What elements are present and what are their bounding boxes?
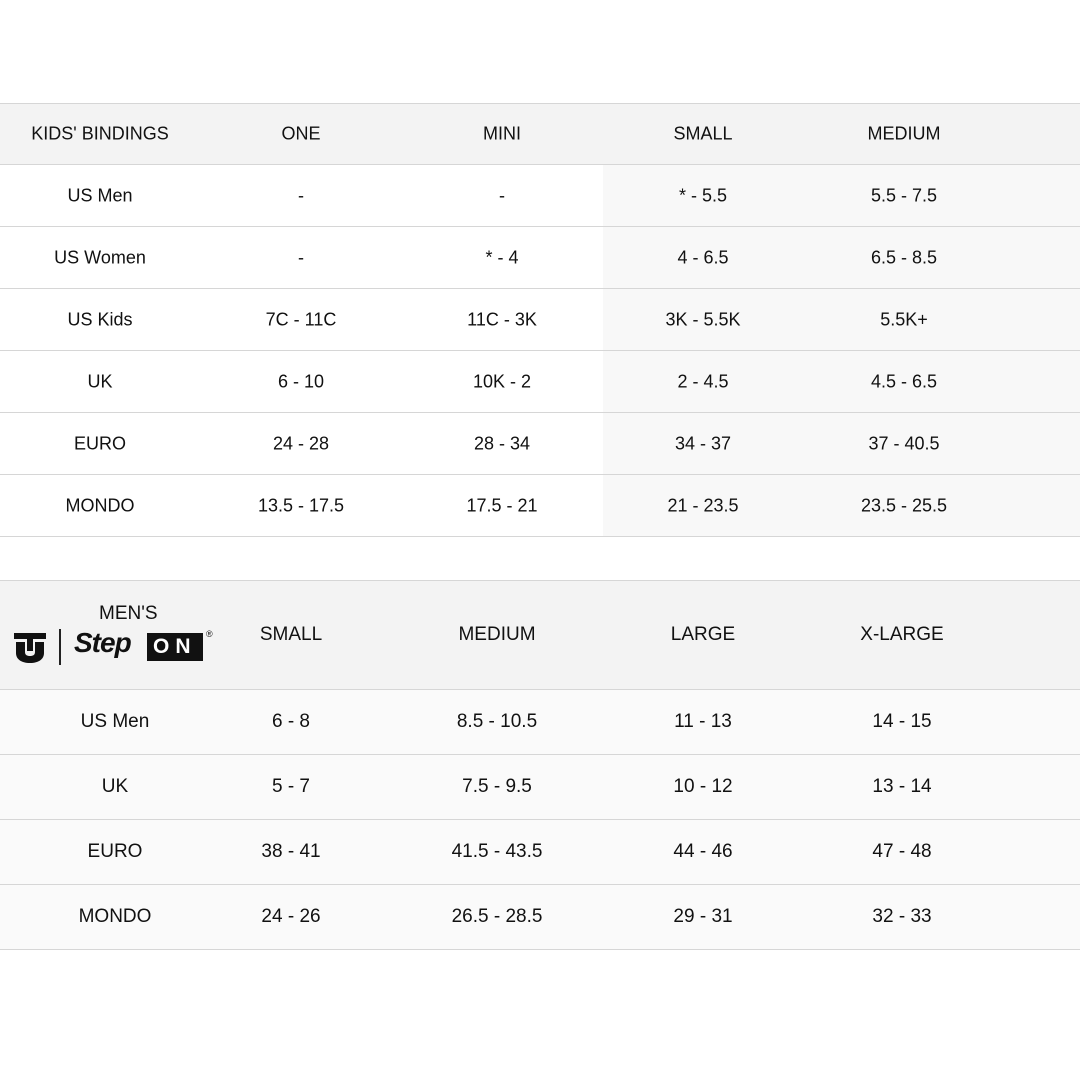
row-label: UK (101, 776, 129, 797)
size-cell: 29 - 31 (673, 906, 733, 927)
size-cell: 7C - 11C (265, 309, 337, 329)
size-cell: 2 - 4.5 (677, 371, 729, 391)
row-label: US Men (80, 711, 150, 732)
header-cell: MEDIUM (867, 123, 941, 144)
size-cell: * - 5.5 (678, 185, 728, 205)
table-row: UK 5 - 7 7.5 - 9.5 10 - 12 13 - 14 (0, 755, 1080, 820)
size-cell: 5 - 7 (271, 776, 311, 797)
table-row: US Men - - * - 5.5 5.5 - 7.5 (0, 165, 1080, 227)
size-cell: 11 - 13 (674, 711, 732, 732)
table-row: EURO 24 - 28 28 - 34 34 - 37 37 - 40.5 (0, 413, 1080, 475)
table-row: US Kids 7C - 11C 11C - 3K 3K - 5.5K 5.5K+ (0, 289, 1080, 351)
size-cell: 11C - 3K (467, 309, 537, 329)
size-cell: 6 - 10 (277, 371, 325, 391)
table-header-row: MEN'S Step ON ® SMALL MEDIUM LARGE X-LAR… (0, 580, 1080, 690)
size-cell: 47 - 48 (872, 841, 932, 862)
size-cell: 34 - 37 (674, 433, 732, 453)
table-row: US Men 6 - 8 8.5 - 10.5 11 - 13 14 - 15 (0, 690, 1080, 755)
header-cell: ONE (281, 123, 321, 144)
row-label: EURO (87, 841, 143, 862)
size-cell: 23.5 - 25.5 (860, 495, 948, 515)
size-cell: 4 - 6.5 (677, 247, 729, 267)
size-cell: 24 - 26 (261, 906, 321, 927)
size-cell: 10K - 2 (472, 371, 532, 391)
row-label: EURO (73, 433, 127, 453)
header-cell: X-LARGE (860, 624, 944, 645)
size-cell: 28 - 34 (473, 433, 531, 453)
table-row: UK 6 - 10 10K - 2 2 - 4.5 4.5 - 6.5 (0, 351, 1080, 413)
size-cell: 14 - 15 (872, 711, 932, 732)
size-cell: 6.5 - 8.5 (870, 247, 938, 267)
size-cell: 13.5 - 17.5 (257, 495, 345, 515)
mens-stepon-size-table: MEN'S Step ON ® SMALL MEDIUM LARGE X-LAR… (0, 580, 1080, 950)
row-label: US Kids (67, 309, 133, 329)
row-label: US Women (54, 247, 146, 267)
size-cell: 8.5 - 10.5 (456, 711, 538, 732)
row-label: UK (87, 371, 113, 391)
size-cell: 37 - 40.5 (868, 433, 940, 453)
header-cell: LARGE (670, 624, 736, 645)
mens-label: MEN'S (99, 603, 158, 624)
size-cell: 7.5 - 9.5 (462, 776, 532, 797)
size-cell: 17.5 - 21 (466, 495, 538, 515)
table-row: MONDO 24 - 26 26.5 - 28.5 29 - 31 32 - 33 (0, 885, 1080, 950)
size-cell: - (298, 247, 304, 267)
row-label: MONDO (78, 906, 152, 927)
header-cell: SMALL (259, 624, 323, 645)
registered-mark: ® (206, 629, 213, 639)
size-cell: 41.5 - 43.5 (451, 841, 543, 862)
size-cell: 3K - 5.5K (665, 309, 741, 329)
union-logo-icon (14, 633, 46, 663)
table-row: US Women - * - 4 4 - 6.5 6.5 - 8.5 (0, 227, 1080, 289)
size-cell: 32 - 33 (872, 906, 932, 927)
size-cell: 5.5K+ (880, 309, 928, 329)
header-cell: SMALL (673, 123, 733, 144)
logo-on-text: ON (147, 633, 203, 661)
size-cell: 24 - 28 (272, 433, 330, 453)
table-row: EURO 38 - 41 41.5 - 43.5 44 - 46 47 - 48 (0, 820, 1080, 885)
size-cell: 38 - 41 (261, 841, 321, 862)
table-row: MONDO 13.5 - 17.5 17.5 - 21 21 - 23.5 23.5 -… (0, 475, 1080, 537)
size-cell: 21 - 23.5 (667, 495, 739, 515)
kids-bindings-size-table: KIDS' BINDINGS ONE MINI SMALL MEDIUM US … (0, 103, 1080, 537)
size-cell: 6 - 8 (271, 711, 311, 732)
logo-divider (59, 629, 61, 665)
size-cell: 44 - 46 (673, 841, 733, 862)
table-header-row: KIDS' BINDINGS ONE MINI SMALL MEDIUM (0, 103, 1080, 165)
size-cell: 26.5 - 28.5 (451, 906, 543, 927)
header-cell: KIDS' BINDINGS (31, 123, 169, 144)
size-cell: 13 - 14 (872, 776, 932, 797)
size-cell: 5.5 - 7.5 (870, 185, 938, 205)
row-label: MONDO (65, 495, 135, 515)
header-cell: MEDIUM (458, 624, 536, 645)
row-label: US Men (67, 185, 133, 205)
stepon-brand: MEN'S Step ON ® (14, 601, 224, 671)
size-cell: - (298, 185, 304, 205)
header-cell: MINI (483, 123, 521, 144)
size-cell: - (499, 185, 505, 205)
size-cell: 4.5 - 6.5 (870, 371, 938, 391)
size-cell: 10 - 12 (673, 776, 733, 797)
size-cell: * - 4 (485, 247, 519, 267)
logo-step-text: Step (74, 627, 132, 658)
